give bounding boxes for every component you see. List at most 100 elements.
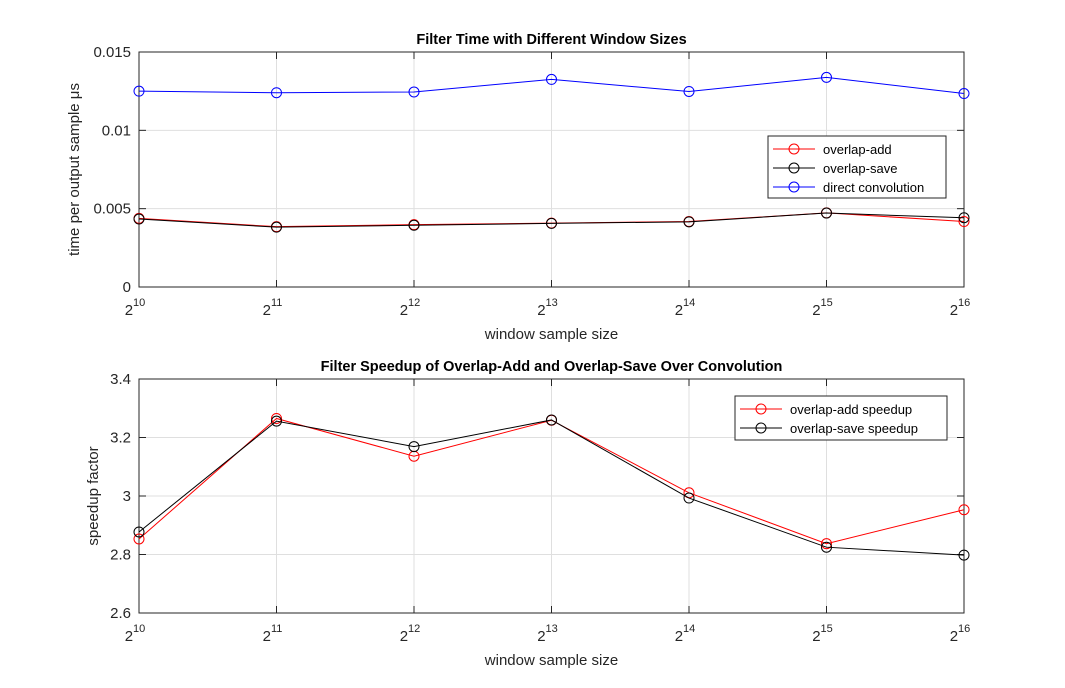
- x-tick-label: 216: [950, 297, 971, 319]
- x-tick-base: 2: [125, 628, 133, 645]
- y-axis-label: speedup factor: [85, 446, 102, 545]
- data-point: [821, 207, 832, 219]
- data-point: [133, 213, 145, 225]
- data-point: [271, 415, 282, 427]
- data-point: [683, 85, 695, 97]
- series-line: [138, 212, 965, 228]
- legend-swatch-marker: [755, 422, 767, 434]
- x-tick-exponent: 14: [683, 297, 695, 309]
- data-point: [133, 85, 145, 97]
- legend-entry-label: overlap-add: [823, 142, 892, 157]
- x-tick-exponent: 15: [821, 623, 833, 635]
- data-point: [683, 216, 695, 228]
- data-point: [133, 526, 145, 538]
- data-point: [821, 541, 832, 553]
- legend: overlap-add overlap-save direct convolutio…: [767, 135, 947, 199]
- x-tick-base: 2: [400, 302, 408, 319]
- x-tick-base: 2: [812, 302, 820, 319]
- x-tick-label: 212: [400, 297, 421, 319]
- y-tick-label: 3.4: [110, 371, 131, 388]
- data-point: [271, 221, 282, 233]
- series-direct-convolution: [133, 71, 970, 100]
- x-axis-label: window sample size: [484, 326, 618, 343]
- x-tick-base: 2: [950, 302, 958, 319]
- legend-entry-label: overlap-save speedup: [790, 421, 918, 436]
- x-tick-exponent: 11: [271, 623, 282, 635]
- chart-title: Filter Time with Different Window Sizes: [416, 32, 686, 48]
- data-point: [271, 87, 282, 99]
- data-point: [958, 212, 970, 224]
- series-overlap-save: [133, 207, 970, 233]
- legend-swatch-marker: [788, 162, 800, 174]
- series-line: [138, 76, 965, 95]
- x-tick-label: 215: [812, 297, 833, 319]
- x-tick-label: 213: [537, 297, 558, 319]
- x-tick-label: 213: [537, 623, 558, 645]
- x-tick-base: 2: [537, 302, 545, 319]
- y-tick-label: 0: [123, 279, 131, 296]
- chart-title: Filter Speedup of Overlap-Add and Overla…: [321, 359, 783, 375]
- x-tick-exponent: 16: [958, 623, 970, 635]
- series-overlap-save-speedup: [133, 414, 970, 561]
- data-point: [683, 492, 695, 504]
- x-tick-exponent: 16: [958, 297, 970, 309]
- x-tick-exponent: 10: [133, 623, 145, 635]
- legend-box: [734, 395, 948, 441]
- data-point: [821, 71, 832, 83]
- x-tick-base: 2: [675, 302, 683, 319]
- x-tick-base: 2: [263, 628, 271, 645]
- data-point: [958, 549, 970, 561]
- x-tick-exponent: 13: [546, 623, 558, 635]
- x-tick-label: 210: [125, 297, 146, 319]
- legend-entry-label: overlap-add speedup: [790, 402, 912, 417]
- y-tick-label: 0.01: [102, 122, 131, 139]
- y-tick-label: 0.015: [93, 44, 131, 61]
- data-point: [408, 219, 420, 231]
- data-point: [408, 441, 420, 453]
- x-tick-base: 2: [263, 302, 271, 319]
- x-axis-label: window sample size: [484, 652, 618, 669]
- x-tick-exponent: 15: [821, 297, 833, 309]
- legend: overlap-add speedup overlap-save speedup: [734, 395, 948, 441]
- data-point: [958, 504, 970, 516]
- y-tick-label: 2.6: [110, 605, 131, 622]
- legend-swatch-marker: [788, 181, 800, 193]
- data-point: [821, 538, 832, 550]
- x-tick-base: 2: [125, 302, 133, 319]
- y-tick-label: 3: [123, 488, 131, 505]
- data-point: [958, 88, 970, 100]
- legend-entry-label: overlap-save: [823, 161, 897, 176]
- y-tick-label: 2.8: [110, 547, 131, 564]
- x-tick-base: 2: [950, 628, 958, 645]
- x-tick-label: 216: [950, 623, 971, 645]
- y-axis-label: time per output sample μs: [66, 83, 83, 256]
- data-point: [546, 414, 557, 426]
- x-tick-label: 214: [675, 297, 696, 319]
- x-tick-exponent: 11: [271, 297, 282, 309]
- x-tick-exponent: 14: [683, 623, 695, 635]
- x-tick-base: 2: [537, 628, 545, 645]
- x-tick-exponent: 10: [133, 297, 145, 309]
- x-tick-base: 2: [675, 628, 683, 645]
- x-tick-exponent: 13: [546, 297, 558, 309]
- y-tick-label: 0.005: [93, 201, 131, 218]
- legend-swatch-marker: [755, 403, 767, 415]
- data-point: [958, 216, 970, 228]
- x-tick-label: 212: [400, 623, 421, 645]
- data-point: [546, 73, 557, 85]
- x-tick-exponent: 12: [408, 297, 420, 309]
- x-tick-exponent: 12: [408, 623, 420, 635]
- x-tick-label: 215: [812, 623, 833, 645]
- x-tick-base: 2: [400, 628, 408, 645]
- data-point: [271, 412, 282, 424]
- x-tick-label: 211: [263, 297, 283, 319]
- x-tick-base: 2: [812, 628, 820, 645]
- data-point: [408, 86, 420, 98]
- legend-entry-label: direct convolution: [823, 180, 924, 195]
- x-tick-label: 211: [263, 623, 283, 645]
- data-point: [133, 533, 145, 545]
- legend-swatch-marker: [788, 143, 800, 155]
